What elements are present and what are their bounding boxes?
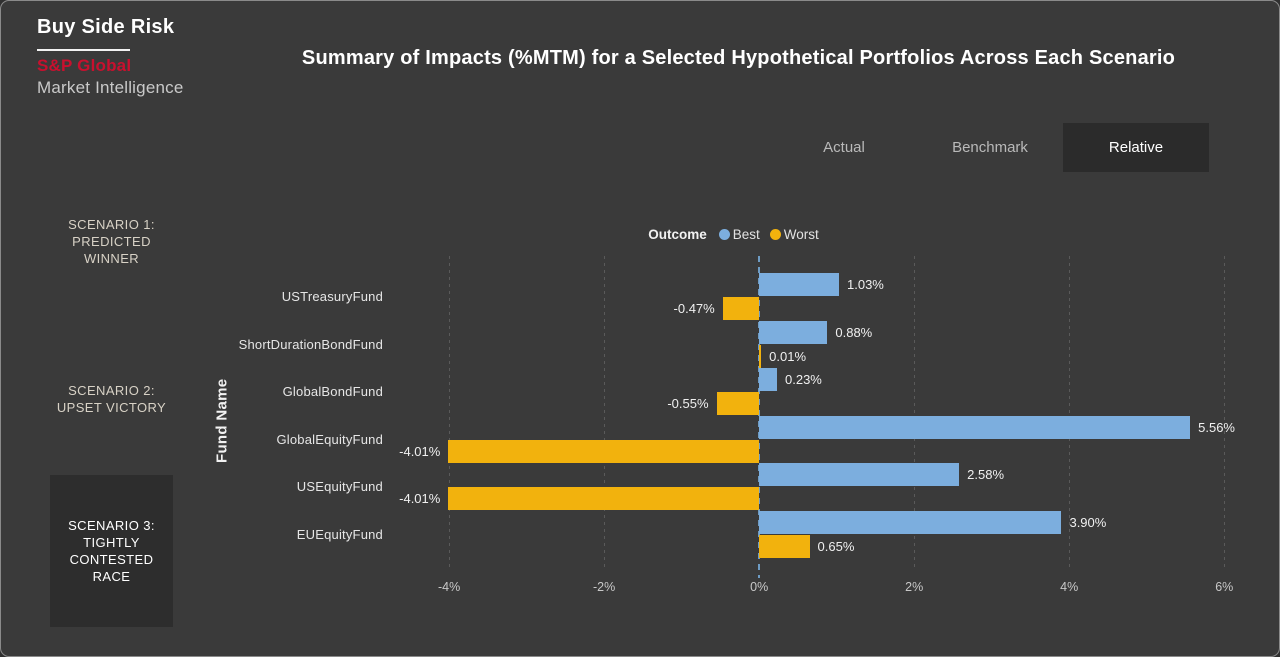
brand-block: Buy Side Risk S&P Global Market Intellig…	[37, 16, 183, 98]
value-label: 0.88%	[835, 324, 873, 340]
bar-rows: 1.03% -0.47% 0.88% 0.01% 0.23% -0.55% 5.56% -4.…	[391, 273, 1263, 558]
fund-label: USEquityFund	[296, 479, 383, 495]
y-axis-category-labels: USTreasuryFund ShortDurationBondFund Globa…	[238, 273, 389, 558]
page-title: Summary of Impacts (%MTM) for a Selected…	[301, 47, 1176, 69]
value-label: -4.01%	[399, 491, 441, 506]
legend-dot-worst-icon	[769, 228, 781, 240]
value-label: 0.23%	[785, 372, 822, 387]
bar-worst[interactable]	[716, 392, 760, 415]
bar-best[interactable]	[759, 273, 839, 296]
gridline	[1224, 256, 1226, 568]
scenario-item-2[interactable]: SCENARIO 2: UPSET VICTORY	[56, 383, 167, 415]
chart-legend: Outcome Best Worst	[211, 224, 1256, 244]
bar-best[interactable]	[759, 463, 960, 486]
gridline	[604, 256, 606, 568]
bar-best[interactable]	[759, 368, 777, 391]
brand-divider	[37, 49, 130, 51]
x-tick-label: 4%	[1060, 580, 1079, 594]
legend-item-best[interactable]: Best	[718, 226, 760, 242]
brand-company: S&P Global	[37, 56, 132, 75]
fund-row: 2.58% -4.01%	[391, 463, 1263, 511]
value-label: 1.03%	[847, 277, 884, 292]
x-tick-label: 0%	[750, 580, 769, 594]
bar-best[interactable]	[759, 415, 1191, 439]
fund-label: EUEquityFund	[296, 526, 383, 542]
legend-title: Outcome	[648, 226, 707, 242]
view-toggle-benchmark[interactable]: Benchmark	[952, 139, 1028, 156]
fund-label: GlobalEquityFund	[276, 431, 383, 447]
value-label: 2.58%	[967, 467, 1005, 482]
bar-worst[interactable]	[759, 344, 762, 368]
scenario-item-1[interactable]: SCENARIO 1: PREDICTED WINNER	[68, 217, 155, 266]
view-toggle-actual[interactable]: Actual	[823, 139, 865, 156]
legend-item-worst[interactable]: Worst	[769, 226, 819, 242]
value-label: 0.01%	[769, 348, 807, 364]
brand-division: Market Intelligence	[37, 78, 184, 97]
fund-label: ShortDurationBondFund	[238, 336, 383, 352]
scenario-item-3[interactable]: SCENARIO 3: TIGHTLY CONTESTED RACE	[50, 475, 173, 627]
x-tick-label: 2%	[905, 580, 924, 594]
gridline	[914, 256, 916, 568]
fund-label: USTreasuryFund	[281, 289, 383, 305]
value-label: 3.90%	[1069, 514, 1107, 530]
gridline	[1069, 256, 1071, 568]
legend-label-worst: Worst	[783, 226, 819, 242]
x-axis: -4% -2% 0% 2% 4% 6%	[391, 580, 1263, 596]
x-tick-label: -4%	[438, 580, 461, 594]
fund-row: 3.90% 0.65%	[391, 510, 1263, 559]
chart-plot-area: 1.03% -0.47% 0.88% 0.01% 0.23% -0.55% 5.56% -4.…	[391, 256, 1263, 578]
value-label: -4.01%	[399, 443, 441, 459]
bar-worst[interactable]	[448, 487, 760, 510]
value-label: -0.47%	[673, 301, 715, 316]
fund-row: 5.56% -4.01%	[391, 415, 1263, 464]
fund-label: GlobalBondFund	[282, 384, 383, 400]
bar-best[interactable]	[759, 510, 1062, 534]
y-axis-title: Fund Name	[213, 378, 231, 464]
value-label: -0.55%	[667, 396, 709, 411]
x-tick-label: 6%	[1215, 580, 1234, 594]
bar-worst[interactable]	[722, 297, 760, 320]
legend-label-best: Best	[732, 226, 760, 242]
legend-dot-best-icon	[718, 228, 730, 240]
fund-row: 0.23% -0.55%	[391, 368, 1263, 416]
view-toggle-relative[interactable]: Relative	[1063, 123, 1209, 172]
value-label: 5.56%	[1198, 419, 1235, 435]
bar-best[interactable]	[759, 320, 828, 344]
view-toggle-group: Actual Benchmark Relative	[771, 123, 1209, 172]
gridline	[449, 256, 451, 568]
value-label: 0.65%	[817, 538, 855, 554]
fund-row: 0.88% 0.01%	[391, 320, 1263, 369]
x-tick-label: -2%	[593, 580, 616, 594]
bar-worst[interactable]	[759, 534, 810, 558]
fund-row: 1.03% -0.47%	[391, 273, 1263, 321]
bar-worst[interactable]	[448, 439, 760, 463]
report-title: Buy Side Risk	[37, 16, 175, 38]
